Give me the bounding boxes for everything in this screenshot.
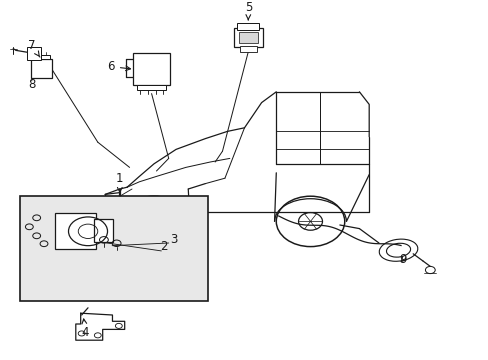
Text: 2: 2 — [160, 240, 167, 253]
FancyBboxPatch shape — [31, 59, 52, 78]
Text: 7: 7 — [28, 39, 40, 57]
FancyBboxPatch shape — [133, 53, 169, 85]
Text: 6: 6 — [107, 60, 130, 73]
Bar — [27, 47, 41, 60]
Bar — [238, 32, 257, 43]
Text: 4: 4 — [81, 319, 89, 339]
FancyBboxPatch shape — [55, 213, 96, 249]
Text: 8: 8 — [28, 78, 36, 91]
Text: 1: 1 — [116, 172, 123, 192]
Text: 5: 5 — [244, 1, 252, 20]
Bar — [137, 85, 166, 90]
Bar — [94, 219, 113, 242]
Text: 9: 9 — [399, 253, 407, 266]
Text: 3: 3 — [169, 233, 177, 246]
Bar — [20, 196, 207, 301]
FancyBboxPatch shape — [233, 28, 262, 47]
Bar — [33, 55, 50, 59]
Bar — [239, 46, 256, 52]
Bar — [237, 23, 259, 30]
